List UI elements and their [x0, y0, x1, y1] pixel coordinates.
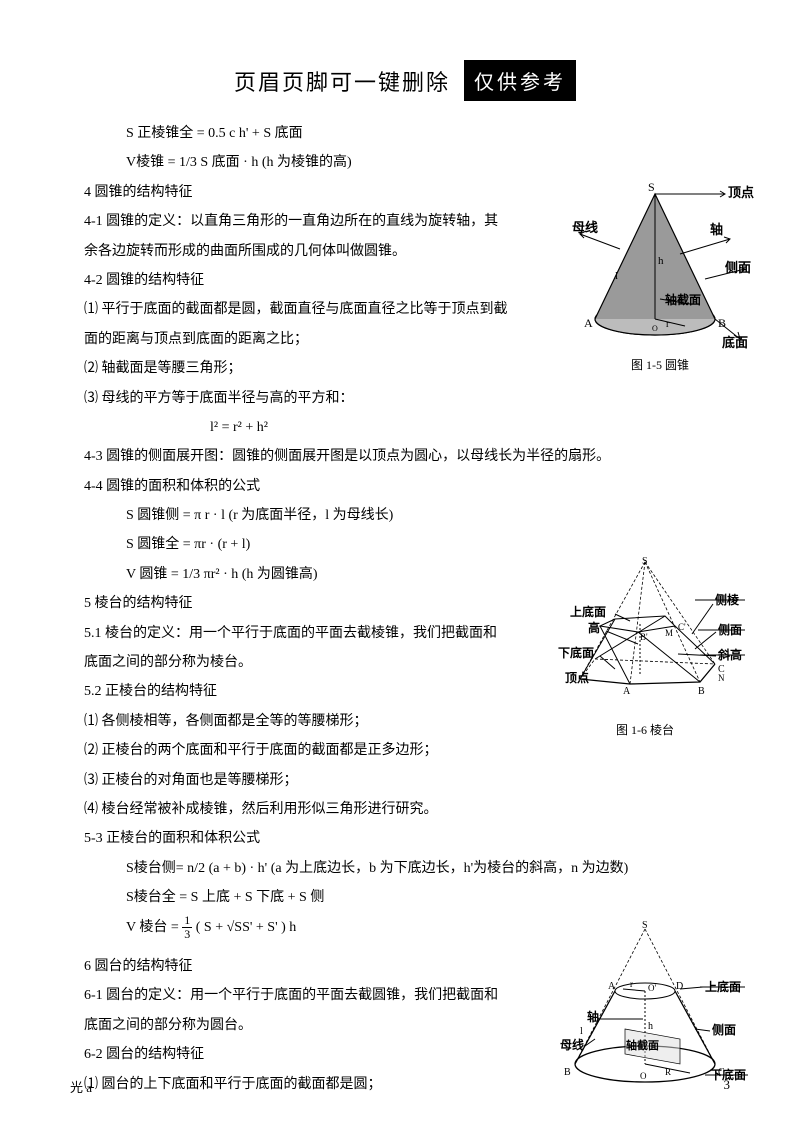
svg-text:C': C' [678, 622, 686, 632]
svg-text:B: B [698, 686, 705, 697]
formula-line: V棱锥 = 1/3 S 底面 · h (h 为棱锥的高) [70, 148, 740, 177]
list-item: ⑵ 正棱台的两个底面和平行于底面的截面都是正多边形； [70, 736, 510, 765]
svg-text:A: A [608, 981, 616, 992]
page-header: 页眉页脚可一键删除 仅供参考 [70, 60, 740, 101]
svg-text:r: r [630, 979, 633, 989]
svg-text:h: h [658, 255, 664, 267]
svg-text:轴: 轴 [710, 222, 723, 237]
paragraph: 6-1 圆台的定义：用一个平行于底面的平面去截圆锥，我们把截面和底面之间的部分称… [70, 981, 510, 1040]
svg-text:S: S [642, 556, 648, 567]
svg-text:上底面: 上底面 [570, 604, 606, 619]
subsection-heading: 4-4 圆锥的面积和体积的公式 [70, 472, 740, 501]
figure-frustum-caption: 图 1-6 棱台 [540, 718, 750, 743]
svg-text:O: O [652, 324, 658, 333]
footer-left: 光 a [70, 1077, 92, 1096]
svg-text:D: D [676, 981, 683, 992]
figure-cone-frustum: S A D B C O' O h r l R 上底面 侧面 下底面 轴 母线 [540, 919, 750, 1099]
svg-text:底面: 底面 [722, 335, 748, 349]
svg-text:R: R [665, 1067, 671, 1077]
figure-cone-caption: 图 1-5 圆锥 [560, 353, 760, 378]
formula-line: S棱台侧= n/2 (a + b) · h' (a 为上底边长，b 为下底边长，… [70, 854, 740, 883]
svg-text:母线: 母线 [572, 220, 598, 235]
svg-text:h: h [648, 1021, 653, 1032]
svg-text:l: l [580, 1026, 583, 1037]
document-body: 顶点 母线 轴 侧面 轴截面 底面 S A B h r l O 图 1-5 圆锥 [70, 119, 740, 1099]
svg-text:高: 高 [588, 620, 600, 635]
svg-text:B: B [718, 316, 726, 330]
svg-text:顶点: 顶点 [728, 185, 754, 200]
svg-text:A: A [584, 316, 593, 330]
svg-text:侧面: 侧面 [725, 260, 751, 275]
figure-cone: 顶点 母线 轴 侧面 轴截面 底面 S A B h r l O 图 1-5 圆锥 [560, 179, 760, 378]
paragraph: 4-1 圆锥的定义：以直角三角形的一直角边所在的直线为旋转轴，其余各边旋转而形成… [70, 207, 510, 266]
paragraph: 4-3 圆锥的侧面展开图：圆锥的侧面展开图是以顶点为圆心，以母线长为半径的扇形。 [70, 442, 740, 471]
formula-line: S 圆锥侧 = π r · l (r 为底面半径，l 为母线长) [70, 501, 740, 530]
formula-line: l² = r² + h² [70, 413, 740, 442]
list-item: ⑶ 母线的平方等于底面半径与高的平方和： [70, 384, 740, 413]
svg-text:侧面: 侧面 [712, 1022, 736, 1037]
list-item: ⑶ 正棱台的对角面也是等腰梯形； [70, 766, 740, 795]
footer-page-number: 3 [724, 1077, 731, 1096]
header-title: 页眉页脚可一键删除 [234, 65, 450, 97]
svg-text:l: l [615, 270, 618, 282]
header-badge: 仅供参考 [464, 60, 576, 101]
svg-text:下底面: 下底面 [558, 645, 594, 660]
formula-line: S 正棱锥全 = 0.5 c h' + S 底面 [70, 119, 740, 148]
svg-text:A: A [623, 686, 631, 697]
svg-text:S: S [642, 920, 648, 931]
subsection-heading: 5-3 正棱台的面积和体积公式 [70, 824, 740, 853]
figure-frustum: 上底面 高 下底面 顶点 侧棱 侧面 斜高 S A B C N [540, 554, 750, 743]
svg-text:轴: 轴 [587, 1009, 599, 1024]
list-item: ⑷ 棱台经常被补成棱锥，然后利用形似三角形进行研究。 [70, 795, 740, 824]
svg-text:O': O' [648, 983, 656, 993]
paragraph: 5.1 棱台的定义：用一个平行于底面的平面去截棱锥，我们把截面和底面之间的部分称… [70, 619, 510, 678]
svg-text:B': B' [640, 632, 648, 642]
formula-line: S棱台全 = S 上底 + S 下底 + S 侧 [70, 883, 740, 912]
page-footer: 光 a 3 [70, 1077, 730, 1096]
svg-text:母线: 母线 [560, 1037, 584, 1052]
svg-text:M: M [665, 628, 673, 638]
svg-text:S: S [648, 180, 655, 194]
svg-text:轴截面: 轴截面 [665, 292, 701, 307]
svg-text:顶点: 顶点 [565, 670, 589, 685]
svg-text:N: N [718, 673, 725, 683]
list-item: ⑴ 平行于底面的截面都是圆，截面直径与底面直径之比等于顶点到截面的距离与顶点到底… [70, 295, 510, 354]
svg-text:轴截面: 轴截面 [626, 1038, 659, 1052]
